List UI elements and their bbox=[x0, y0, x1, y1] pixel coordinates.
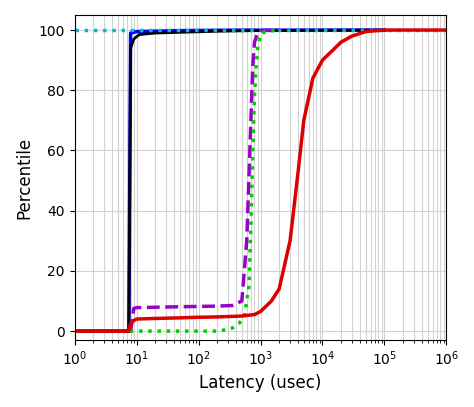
Y-axis label: Percentile: Percentile bbox=[15, 136, 33, 219]
X-axis label: Latency (usec): Latency (usec) bbox=[199, 374, 322, 392]
